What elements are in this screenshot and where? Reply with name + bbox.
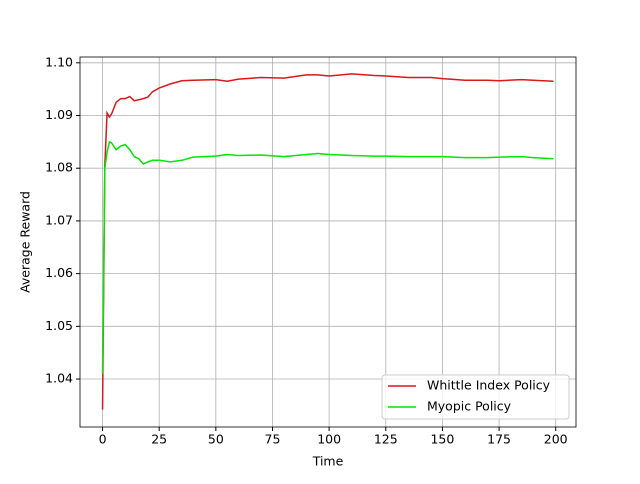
- x-tick-label: 25: [151, 432, 167, 447]
- y-tick-label: 1.07: [45, 212, 73, 227]
- x-tick-label: 75: [265, 432, 281, 447]
- legend-label: Myopic Policy: [427, 399, 512, 414]
- y-tick-label: 1.06: [45, 265, 73, 280]
- y-tick-label: 1.05: [45, 318, 73, 333]
- line: [101, 73, 554, 410]
- line: [101, 140, 554, 374]
- y-tick-label: 1.04: [45, 371, 73, 386]
- x-tick-label: 175: [487, 432, 511, 447]
- x-tick-label: 100: [317, 432, 341, 447]
- y-tick-label: 1.09: [45, 107, 73, 122]
- legend-label: Whittle Index Policy: [427, 378, 551, 393]
- x-tick-label: 50: [208, 432, 224, 447]
- axes-frame: [79, 56, 577, 428]
- y-tick-label: 1.10: [45, 54, 73, 69]
- y-tick-label: 1.08: [45, 160, 73, 175]
- grid: [80, 57, 576, 427]
- legend-box: [381, 374, 570, 420]
- x-tick-label: 200: [544, 432, 568, 447]
- x-tick-label: 150: [430, 432, 454, 447]
- x-axis-label: Time: [312, 454, 344, 469]
- x-tick-label: 0: [99, 432, 107, 447]
- y-axis-label: Average Reward: [18, 191, 33, 293]
- x-tick-label: 125: [374, 432, 398, 447]
